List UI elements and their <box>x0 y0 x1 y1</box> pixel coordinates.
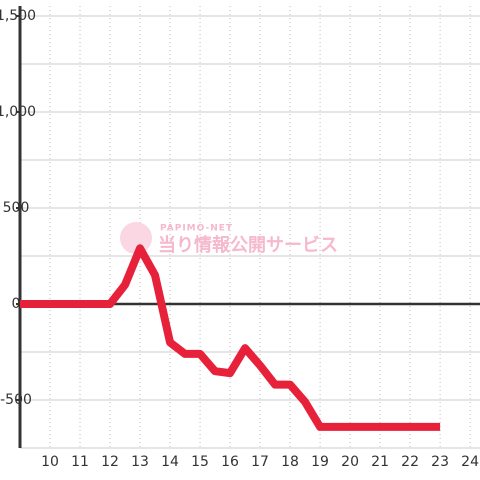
x-tick-label: 15 <box>191 454 209 470</box>
x-tick-label: 24 <box>461 454 479 470</box>
x-tick-label: 13 <box>131 454 149 470</box>
x-tick-label: 11 <box>71 454 89 470</box>
watermark-top: PAPIMO-NET <box>160 224 233 234</box>
line-series <box>20 244 441 431</box>
x-tick-label: 10 <box>41 454 59 470</box>
y-tick-label: 500 <box>3 200 30 216</box>
watermark-icon <box>120 222 152 254</box>
y-tick-label: -500 <box>0 392 32 408</box>
x-tick-label: 23 <box>431 454 449 470</box>
x-tick-label: 19 <box>311 454 329 470</box>
watermark: 当り情報公開サービス <box>158 234 338 256</box>
x-tick-label: 17 <box>251 454 269 470</box>
x-tick-label: 16 <box>221 454 239 470</box>
y-tick-label: 1,000 <box>0 104 36 120</box>
x-tick-label: 18 <box>281 454 299 470</box>
y-tick-label: 1,500 <box>0 8 36 24</box>
x-tick-label: 12 <box>101 454 119 470</box>
x-tick-label: 14 <box>161 454 179 470</box>
y-tick-label: 0 <box>12 296 21 312</box>
x-tick-label: 21 <box>371 454 389 470</box>
x-tick-label: 20 <box>341 454 359 470</box>
x-tick-label: 22 <box>401 454 419 470</box>
